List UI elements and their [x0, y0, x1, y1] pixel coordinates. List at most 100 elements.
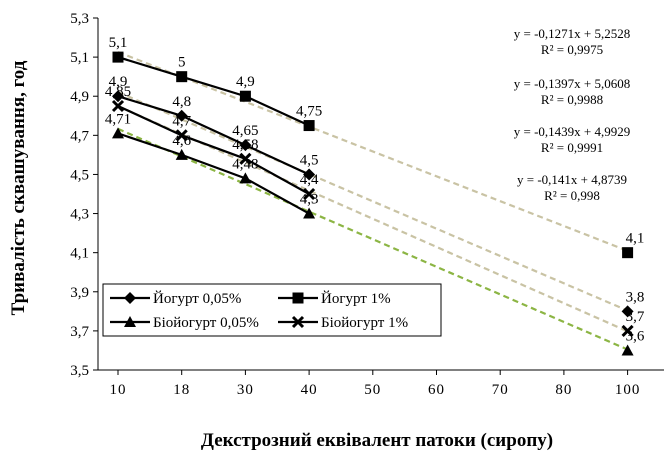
series-line [117, 56, 310, 127]
point-marker [621, 324, 634, 337]
markers [111, 51, 634, 356]
point-marker [124, 316, 136, 327]
point-marker [112, 127, 124, 139]
legend-item: Йогурт 0,05% [110, 290, 241, 307]
data-label: 4,3 [300, 192, 319, 208]
point-marker [124, 292, 136, 304]
legend-label: Біойогурт 0,05% [153, 315, 259, 331]
y-tick-label: 5,3 [70, 11, 89, 27]
data-label: 4,71 [105, 111, 131, 127]
point-marker [621, 344, 634, 356]
data-labels: 5,1 5 4,9 4,75 4,1 4,9 4,8 4,65 4,5 3,8 4,85 4,7 4,5… [105, 35, 645, 344]
point-marker [111, 99, 125, 113]
y-tick-label: 5,1 [70, 50, 89, 66]
trend-equation: y = -0,141x + 4,8739 [517, 172, 627, 187]
data-label: 3,8 [626, 289, 645, 305]
y-tick-label: 4,3 [70, 207, 89, 223]
trendline [117, 91, 629, 312]
data-label: 3,6 [626, 328, 645, 344]
legend-box [102, 283, 442, 337]
marker-stroke [111, 99, 125, 113]
y-tick-label: 3,7 [70, 324, 89, 340]
marker-stroke [175, 129, 188, 142]
trend-r2: R² = 0,998 [544, 188, 600, 203]
marker-stroke [291, 315, 305, 329]
point-marker [622, 247, 634, 259]
y-tick-label: 4,5 [70, 167, 89, 183]
point-marker [621, 305, 634, 318]
trendline [117, 51, 628, 252]
legend-item: Біойогурт 0,05% [110, 315, 259, 331]
marker-stroke [239, 152, 252, 165]
data-label: 4,48 [232, 156, 258, 172]
legend-item: Йогурт 1% [278, 290, 391, 307]
marker-stroke [303, 187, 316, 201]
data-label: 4,1 [626, 231, 645, 247]
data-label: 4,8 [172, 94, 191, 110]
data-label: 4,58 [232, 137, 258, 153]
point-marker [303, 168, 316, 181]
series-line [117, 95, 310, 176]
data-label: 4,7 [172, 113, 191, 129]
trend-equation: y = -0,1397x + 5,0608 [514, 76, 631, 91]
trendline [117, 127, 629, 351]
point-marker [112, 51, 124, 63]
x-tick-label: 80 [555, 382, 572, 398]
point-marker [303, 187, 316, 201]
point-marker [175, 148, 188, 160]
trend-r2: R² = 0,9988 [541, 92, 603, 107]
point-marker [175, 129, 188, 142]
data-label: 4,6 [172, 133, 191, 149]
point-marker [239, 139, 252, 152]
point-marker [292, 292, 304, 304]
data-label: 4,9 [236, 74, 255, 90]
point-marker [239, 152, 252, 165]
x-tick-label: 50 [364, 382, 381, 398]
x-tick-label: 40 [301, 382, 318, 398]
legend-label: Йогурт 1% [321, 290, 391, 307]
point-marker [175, 109, 188, 122]
data-label: 4,9 [109, 74, 128, 90]
data-label: 4,65 [232, 123, 258, 139]
y-tick-label: 4,7 [70, 128, 89, 144]
x-tick-label: 60 [428, 382, 445, 398]
y-tick-label: 3,9 [70, 285, 89, 301]
legend-label: Біойогурт 1% [321, 315, 408, 331]
data-label: 5,1 [109, 35, 128, 51]
data-label: 4,5 [300, 152, 319, 168]
x-axis-title: Декстрозний еквівалент патоки (сиропу) [201, 430, 553, 451]
trend-equation: y = -0,1439x + 4,9929 [514, 124, 631, 139]
y-tick-label: 3,5 [70, 363, 89, 379]
point-marker [239, 90, 251, 102]
point-marker [112, 90, 124, 103]
data-label: 4,75 [296, 104, 322, 120]
point-marker [303, 207, 316, 219]
x-tick-label: 18 [173, 382, 190, 398]
trend-r2: R² = 0,9991 [541, 140, 603, 155]
marker-stroke [621, 324, 634, 337]
data-label: 4,85 [105, 84, 131, 100]
point-marker [291, 315, 305, 329]
trend-r2: R² = 0,9975 [541, 42, 603, 57]
point-marker [176, 71, 188, 83]
y-axis-title: Тривалість сквашування, год [8, 60, 29, 315]
data-label: 4,4 [300, 172, 319, 188]
x-tick-label: 70 [492, 382, 509, 398]
legend-label: Йогурт 0,05% [153, 290, 241, 307]
x-tick-label: 30 [237, 382, 254, 398]
axes: 3,5 3,7 3,9 4,1 4,3 4,5 4,7 4,9 5,1 5,3 10 18 30 40 50… [70, 11, 664, 398]
point-marker [239, 172, 252, 184]
legend-item: Біойогурт 1% [278, 315, 408, 331]
x-tick-label: 10 [110, 382, 127, 398]
trend-equation: y = -0,1271x + 5,2528 [514, 26, 631, 41]
x-tick-label: 100 [615, 382, 641, 398]
data-label: 5 [178, 55, 186, 71]
y-tick-label: 4,1 [70, 246, 89, 262]
point-marker [303, 120, 315, 132]
data-label: 3,7 [626, 309, 645, 325]
series-line [117, 132, 310, 215]
series-line [117, 105, 310, 195]
legend: Йогурт 0,05% Йогурт 1% Біойогурт 0,05% Біой… [102, 283, 442, 337]
